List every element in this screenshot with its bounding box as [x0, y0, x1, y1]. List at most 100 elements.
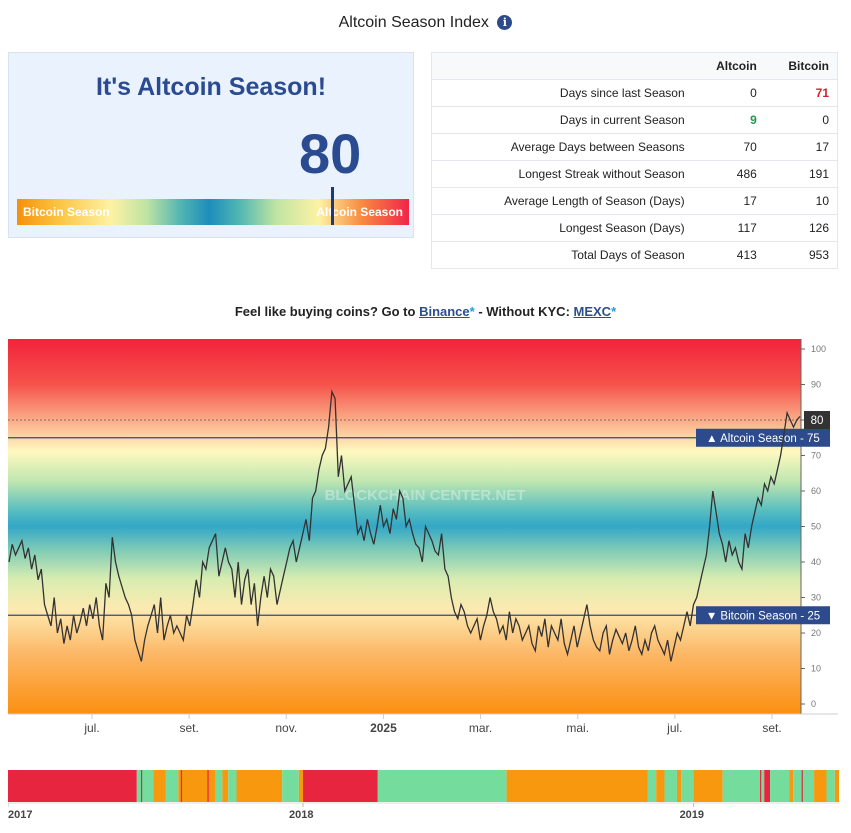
chart-background — [8, 339, 801, 714]
x-axis: jul. set. nov. 2025 mar. mai. jul. set. — [8, 713, 838, 735]
x-tick-label: nov. — [275, 721, 297, 735]
promo-middle: - Without KYC: — [474, 304, 574, 319]
season-index-value: 80 — [299, 122, 362, 185]
column-header-altcoin: Altcoin — [692, 52, 765, 80]
bitcoin-value: 10 — [764, 187, 838, 215]
series-line — [8, 389, 801, 662]
season-segment-altcoin — [282, 770, 299, 802]
season-segment-neutral — [236, 770, 283, 802]
bitcoin-value: 0 — [764, 106, 838, 134]
season-stats-table: Altcoin Bitcoin Days since last Season 0… — [431, 52, 838, 269]
season-segment-bitcoin — [764, 770, 771, 802]
y-axis: 0 10 20 30 40 50 60 70 80 90 100 — [800, 339, 826, 714]
season-segment-neutral — [153, 770, 166, 802]
season-history-strip: 2017 2018 2019 — [7, 770, 839, 825]
season-segment-neutral — [222, 770, 229, 802]
threshold-tag — [696, 428, 830, 447]
season-segment-neutral — [506, 770, 648, 802]
season-segment-neutral — [178, 770, 216, 802]
row-label: Average Days between Seasons — [431, 133, 693, 161]
bitcoin-value: 17 — [764, 133, 838, 161]
x-tick-label: set. — [762, 721, 781, 735]
x-tick-label: 2025 — [370, 721, 397, 735]
info-circle-icon[interactable]: i — [497, 15, 513, 30]
x-tick-label: mai. — [566, 721, 589, 735]
season-segment-altcoin — [793, 770, 815, 802]
season-marker — [180, 770, 183, 802]
y-tick-label: 60 — [811, 486, 821, 496]
season-segment-neutral — [814, 770, 827, 802]
season-segment-altcoin — [215, 770, 223, 802]
altcoin-value: 486 — [692, 160, 765, 188]
page-title-text: Altcoin Season Index — [338, 14, 489, 31]
x-tick-label: mar. — [469, 721, 492, 735]
promo-line: Feel like buying coins? Go to Binance* -… — [0, 304, 851, 319]
bitcoin-value: 953 — [764, 241, 838, 269]
season-marker — [801, 770, 803, 802]
season-marker — [760, 770, 762, 802]
y-tick-label: 100 — [811, 344, 826, 354]
y-tick-label: 90 — [811, 380, 821, 390]
column-header-bitcoin: Bitcoin — [764, 52, 838, 80]
y-tick-label: 30 — [811, 593, 821, 603]
table-row: Average Length of Season (Days) 17 10 — [431, 187, 838, 215]
chart-watermark: BLOCKCHAIN CENTER.NET — [325, 487, 526, 504]
season-segment-altcoin — [826, 770, 835, 802]
row-label: Days since last Season — [431, 79, 693, 107]
row-label: Total Days of Season — [431, 241, 693, 269]
season-segment-altcoin — [136, 770, 154, 802]
gauge-altcoin-label: Altcoin Season — [316, 205, 403, 219]
bitcoin-value: 191 — [764, 160, 838, 188]
table-row: Average Days between Seasons 70 17 — [431, 133, 838, 161]
season-segment-neutral — [298, 770, 304, 802]
y-tick-label: 70 — [811, 451, 821, 461]
y-tick-label: 50 — [811, 522, 821, 532]
bitcoin-value: 71 — [764, 79, 838, 107]
binance-link[interactable]: Binance — [419, 304, 470, 319]
season-card: It's Altcoin Season! 80 Bitcoin Season A… — [8, 52, 414, 238]
altcoin-index-chart[interactable]: BLOCKCHAIN CENTER.NET 0 10 20 30 40 50 60 70 80 9… — [8, 339, 838, 739]
x-tick-label: jul. — [666, 721, 682, 735]
gauge-bitcoin-label: Bitcoin Season — [23, 205, 110, 219]
x-tick-label: set. — [179, 721, 198, 735]
bitcoin-value: 126 — [764, 214, 838, 242]
mexc-link[interactable]: MEXC — [573, 304, 612, 319]
current-value-label: 80 — [811, 415, 824, 427]
row-label: Longest Streak without Season — [431, 160, 693, 188]
altcoin-value: 0 — [692, 79, 765, 107]
chart-svg: BLOCKCHAIN CENTER.NET 0 10 20 30 40 50 60 70 80 9… — [8, 339, 838, 735]
binance-star: * — [469, 304, 475, 319]
season-segment-altcoin — [722, 770, 765, 802]
table-row: Total Days of Season 413 953 — [431, 241, 838, 269]
y-tick-label: 40 — [811, 557, 821, 567]
season-marker — [207, 770, 209, 802]
gauge-marker — [331, 187, 334, 225]
row-label: Days in current Season — [431, 106, 693, 134]
table-header-empty — [431, 52, 693, 80]
season-segment-neutral — [676, 770, 682, 802]
table-row: Days in current Season 9 0 — [431, 106, 838, 134]
row-label: Average Length of Season (Days) — [431, 187, 693, 215]
season-strip-svg: 2017 2018 2019 — [7, 770, 839, 821]
y-tick-label: 10 — [811, 664, 821, 674]
season-segment-altcoin — [664, 770, 677, 802]
table-row: Longest Streak without Season 486 191 — [431, 160, 838, 188]
season-segment-neutral — [789, 770, 794, 802]
altcoin-value: 17 — [692, 187, 765, 215]
season-gauge: Bitcoin Season Altcoin Season — [17, 187, 409, 225]
threshold-lines: ▲ Altcoin Season - 75 ▼ Bitcoin Season - … — [8, 419, 830, 625]
altcoin-value: 9 — [692, 106, 765, 134]
table-row: Days since last Season 0 71 — [431, 79, 838, 107]
page-title: Altcoin Season Index i — [0, 14, 851, 32]
season-segment-altcoin — [377, 770, 507, 802]
table-row: Longest Season (Days) 117 126 — [431, 214, 838, 242]
strip-year-label: 2018 — [289, 809, 313, 821]
promo-lead: Feel like buying coins? Go to — [234, 304, 420, 319]
season-segment-altcoin — [770, 770, 790, 802]
table-header-row: Altcoin Bitcoin — [431, 52, 838, 80]
season-segment-bitcoin — [8, 770, 137, 802]
season-segment-neutral — [693, 770, 723, 802]
season-marker — [140, 770, 143, 802]
altcoin-value: 117 — [692, 214, 765, 242]
strip-year-label: 2017 — [8, 809, 32, 821]
